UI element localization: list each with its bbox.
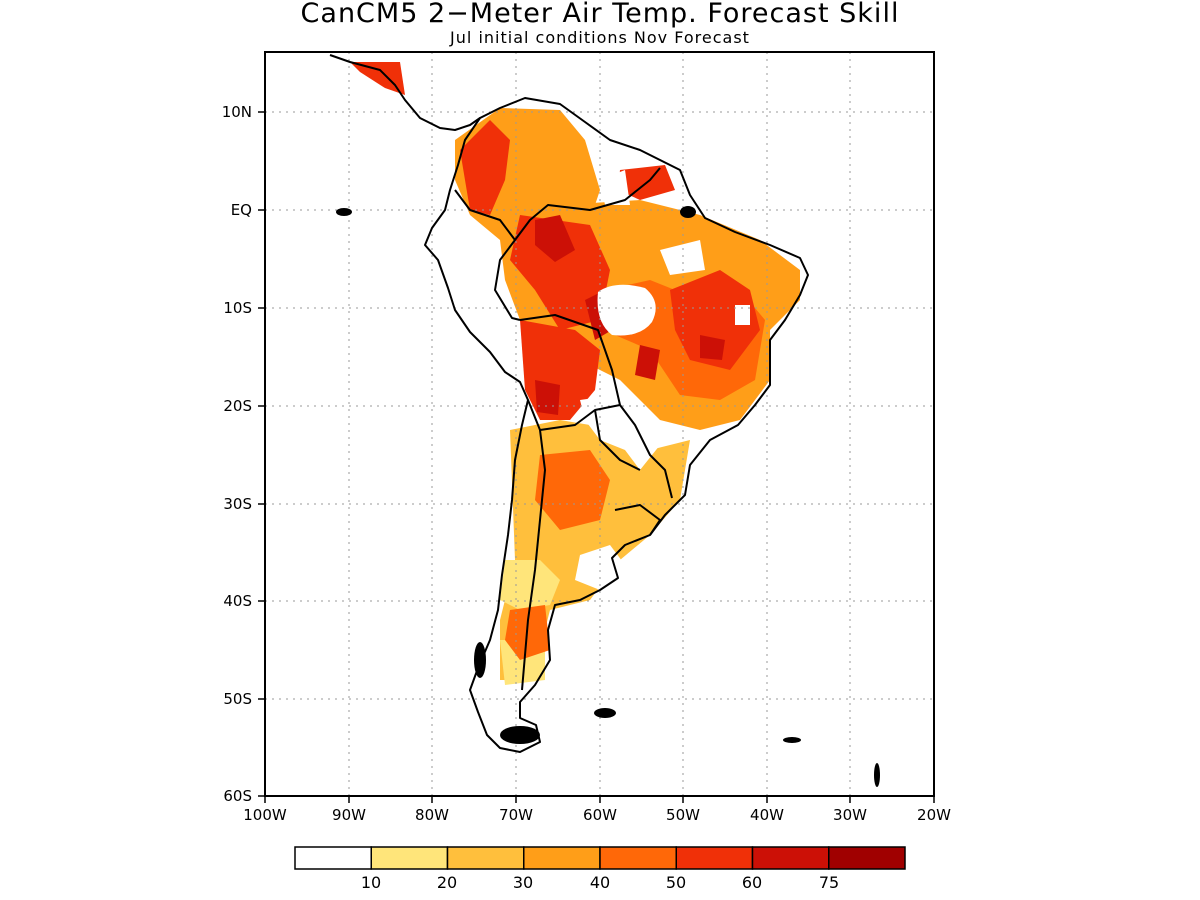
colorbar-swatch-6: [751, 846, 830, 870]
lon-label-30w: 30W: [833, 806, 867, 824]
lat-label-10s: 10S: [223, 299, 252, 317]
lon-label-100w: 100W: [243, 806, 287, 824]
shade-ca-50: [350, 62, 405, 95]
border-north: [454, 189, 521, 321]
colorbar-swatch-4: [599, 846, 677, 870]
colorbar-label-10: 10: [361, 873, 381, 892]
lat-label-30s: 30S: [223, 495, 252, 513]
colorbar-label-20: 20: [437, 873, 457, 892]
colorbar-swatch-7: [828, 846, 906, 870]
shade-pampas-40: [535, 450, 610, 530]
hole-sw: [660, 240, 705, 275]
galapagos: [336, 208, 352, 216]
shade-core2-60: [535, 215, 575, 262]
colorbar-label-60: 60: [742, 873, 762, 892]
colorbar-label-50: 50: [666, 873, 686, 892]
tick-marks: [258, 111, 935, 803]
coastlines: [329, 54, 809, 753]
lon-label-40w: 40W: [750, 806, 784, 824]
shade-colombia-50: [460, 120, 510, 215]
tierra-del-fuego: [500, 726, 540, 744]
lon-label-60w: 60W: [583, 806, 617, 824]
lat-label-20s: 20S: [223, 397, 252, 415]
lon-label-90w: 90W: [332, 806, 366, 824]
hole-east: [735, 305, 750, 325]
colorbar-swatch-5: [675, 846, 754, 870]
hole-chaco: [580, 395, 660, 470]
marajo: [680, 206, 696, 218]
border-paraguay: [594, 409, 641, 471]
lat-label-50s: 50S: [223, 690, 252, 708]
colorbar-swatch-0: [294, 846, 372, 870]
skill-shading: [350, 62, 800, 685]
colorbar-label-75: 75: [819, 873, 839, 892]
sandwich-islands: [874, 763, 880, 787]
border-uruguay: [614, 504, 661, 536]
lat-label-60s: 60S: [223, 787, 252, 805]
lon-label-70w: 70W: [499, 806, 533, 824]
colorbar-swatch-2: [446, 846, 525, 870]
map-subtitle: Jul initial conditions Nov Forecast: [450, 28, 750, 47]
falklands: [594, 708, 616, 718]
colorbar: [294, 846, 906, 870]
lat-label-10n: 10N: [222, 103, 252, 121]
hole-guiana: [600, 170, 630, 205]
chiloe: [474, 642, 486, 678]
hole-peru: [440, 235, 495, 340]
hole-amazon: [597, 284, 656, 336]
shade-core4-60: [535, 380, 560, 415]
shade-core3-60: [700, 335, 725, 360]
map-title: CanCM5 2−Meter Air Temp. Forecast Skill: [300, 0, 900, 29]
lon-label-80w: 80W: [415, 806, 449, 824]
map-content: [265, 52, 934, 796]
gridlines: [265, 52, 934, 796]
colorbar-swatch-3: [523, 846, 601, 870]
south-america-coastline: [424, 97, 809, 753]
south-georgia: [783, 737, 801, 743]
border-brazil: [514, 167, 661, 241]
border-bolivia: [539, 404, 621, 431]
central-america-coast: [329, 54, 481, 131]
lon-label-50w: 50W: [666, 806, 700, 824]
lon-label-20w: 20W: [917, 806, 951, 824]
colorbar-label-40: 40: [590, 873, 610, 892]
colorbar-label-30: 30: [513, 873, 533, 892]
shade-core5-60: [635, 345, 660, 380]
colorbar-swatch-1: [370, 846, 449, 870]
islands: [336, 206, 880, 787]
lat-label-eq: EQ: [231, 201, 252, 219]
lat-label-40s: 40S: [223, 592, 252, 610]
shade-east-50: [670, 270, 760, 370]
shade-south-10: [500, 560, 560, 610]
